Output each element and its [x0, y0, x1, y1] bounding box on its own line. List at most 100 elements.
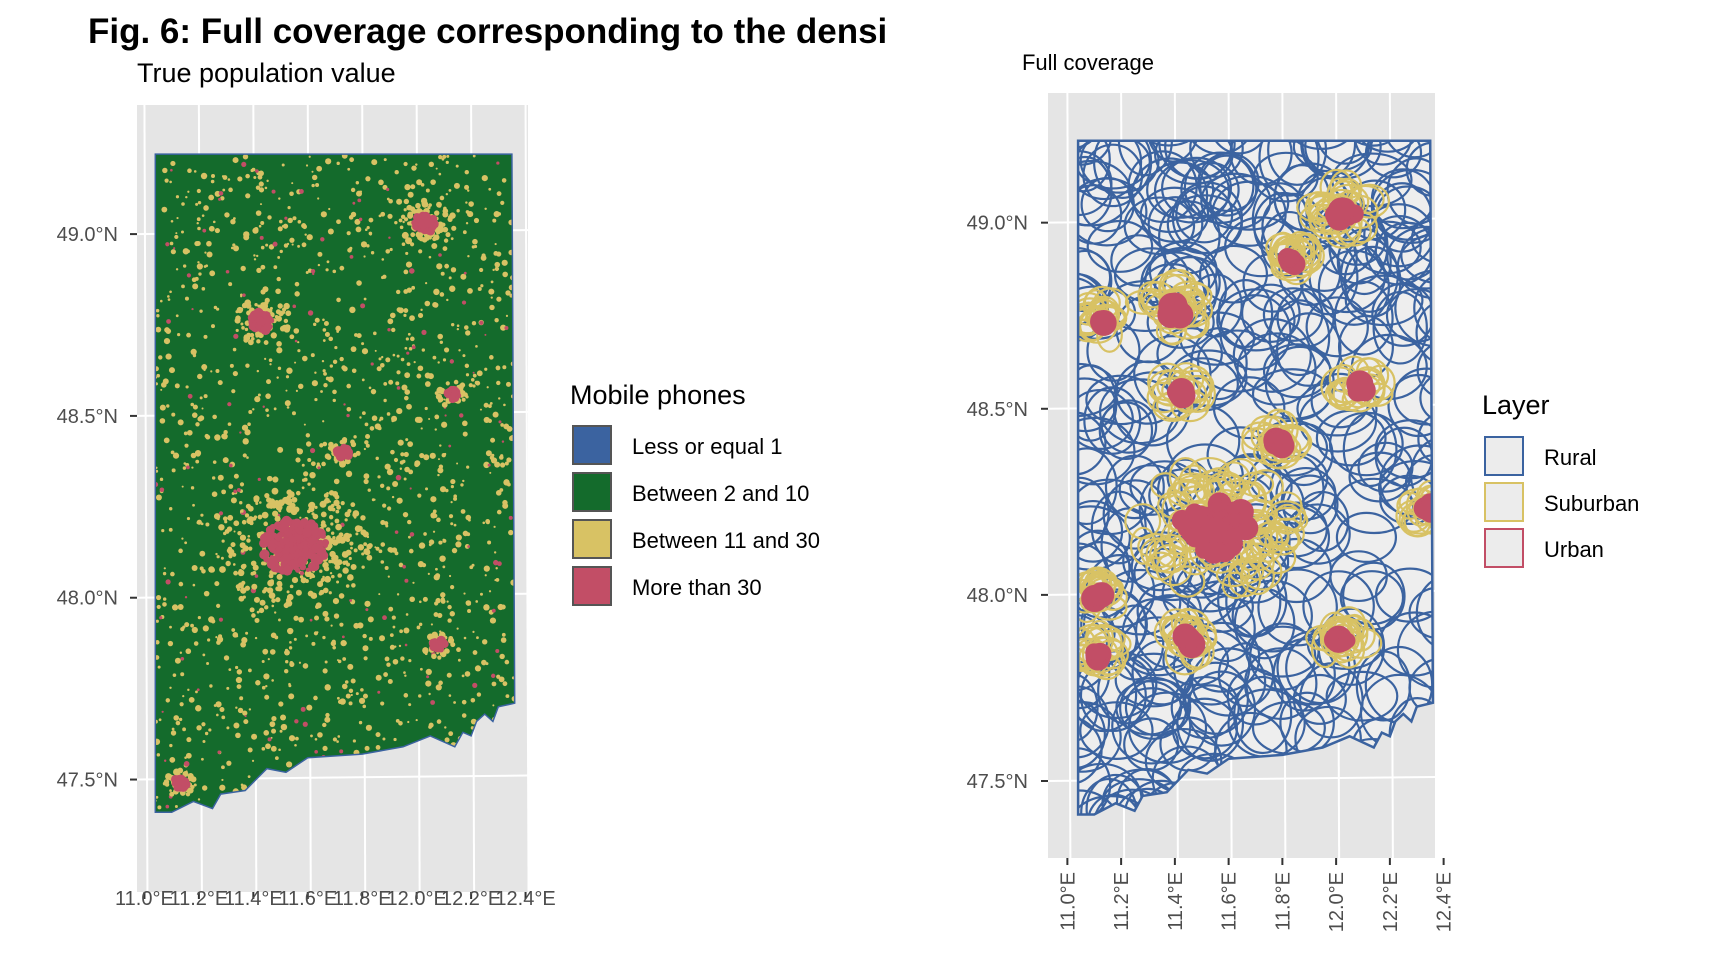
urban-dot — [320, 533, 327, 539]
suburban-dot — [489, 402, 493, 405]
urban-dot — [429, 216, 436, 223]
suburban-dot — [394, 551, 399, 556]
suburban-dot — [257, 304, 261, 308]
suburban-dot — [380, 542, 386, 547]
rural-cell — [1335, 511, 1398, 563]
suburban-dot — [464, 184, 470, 190]
suburban-dot — [460, 483, 464, 487]
suburban-dot — [501, 632, 506, 637]
rural-cell — [1176, 684, 1245, 762]
rural-cell — [1166, 194, 1243, 255]
suburban-dot — [429, 452, 436, 459]
urban-dot — [382, 615, 387, 621]
suburban-dot — [465, 201, 468, 204]
suburban-dot — [399, 467, 403, 470]
suburban-dot — [237, 707, 244, 714]
suburban-dot — [203, 265, 207, 268]
suburban-dot — [275, 288, 281, 295]
suburban-dot — [277, 366, 282, 371]
suburban-dot — [476, 370, 483, 377]
suburban-dot — [483, 402, 489, 408]
suburban-dot — [315, 183, 320, 188]
legend-label: Less or equal 1 — [632, 434, 783, 459]
urban-dot — [302, 721, 308, 727]
suburban-dot — [443, 347, 450, 353]
suburban-dot — [401, 231, 409, 239]
suburban-dot — [314, 615, 320, 621]
suburban-dot — [461, 397, 466, 402]
suburban-dot — [391, 415, 398, 422]
urban-dot — [266, 560, 276, 569]
suburban-dot — [462, 530, 469, 537]
suburban-dot — [165, 773, 172, 780]
suburban-dot — [408, 548, 414, 554]
suburban-dot — [326, 159, 331, 164]
suburban-dot — [173, 768, 181, 776]
suburban-dot — [350, 546, 353, 550]
suburban-dot — [503, 479, 510, 486]
suburban-dot — [320, 390, 323, 393]
suburban-dot — [155, 494, 162, 501]
map-content — [155, 154, 515, 813]
suburban-dot — [289, 661, 294, 665]
x-tick-label: 12.2°E — [1380, 872, 1402, 932]
suburban-dot — [309, 471, 316, 479]
suburban-dot — [334, 345, 338, 350]
suburban-dot — [231, 628, 236, 632]
suburban-dot — [247, 516, 254, 523]
suburban-dot — [467, 255, 470, 258]
suburban-dot — [490, 457, 498, 464]
suburban-dot — [346, 231, 351, 236]
rural-cell — [1267, 140, 1328, 186]
suburban-dot — [264, 186, 268, 190]
suburban-dot — [437, 473, 440, 477]
suburban-dot — [336, 330, 340, 333]
suburban-dot — [434, 573, 441, 579]
rural-cell — [1145, 140, 1201, 163]
suburban-dot — [407, 212, 414, 219]
suburban-dot — [336, 504, 342, 510]
suburban-dot — [484, 207, 487, 210]
suburban-dot — [444, 737, 450, 743]
suburban-dot — [266, 179, 269, 183]
urban-dot — [196, 688, 200, 692]
suburban-dot — [241, 326, 245, 330]
suburban-dot — [403, 269, 409, 275]
suburban-dot — [263, 521, 269, 527]
suburban-dot — [259, 599, 266, 606]
suburban-dot — [435, 167, 438, 170]
suburban-dot — [336, 219, 341, 225]
suburban-dot — [230, 219, 236, 225]
suburban-dot — [328, 490, 335, 496]
suburban-cell — [1265, 500, 1307, 532]
suburban-dot — [274, 515, 281, 522]
suburban-dot — [384, 656, 390, 662]
rural-cell — [1180, 161, 1240, 218]
x-tick-label: 12.4°E — [495, 888, 555, 910]
suburban-dot — [253, 258, 257, 261]
suburban-dot — [273, 265, 278, 270]
suburban-dot — [286, 406, 290, 409]
y-tick-label: 49.0°N — [967, 213, 1028, 235]
urban-cell — [1088, 584, 1110, 606]
suburban-dot — [336, 740, 339, 743]
suburban-dot — [433, 288, 440, 296]
suburban-dot — [228, 282, 233, 287]
suburban-dot — [461, 674, 465, 678]
suburban-dot — [240, 322, 244, 326]
suburban-dot — [444, 263, 450, 269]
suburban-dot — [415, 202, 421, 209]
suburban-dot — [260, 264, 266, 270]
suburban-dot — [213, 305, 218, 310]
suburban-dot — [208, 728, 212, 732]
suburban-dot — [186, 249, 190, 254]
suburban-dot — [250, 168, 254, 173]
suburban-dot — [254, 636, 258, 640]
urban-dot — [173, 247, 176, 250]
suburban-dot — [397, 439, 404, 446]
suburban-dot — [442, 358, 447, 362]
suburban-dot — [285, 310, 292, 317]
suburban-dot — [499, 653, 505, 660]
suburban-dot — [457, 384, 464, 391]
urban-dot — [244, 714, 247, 718]
